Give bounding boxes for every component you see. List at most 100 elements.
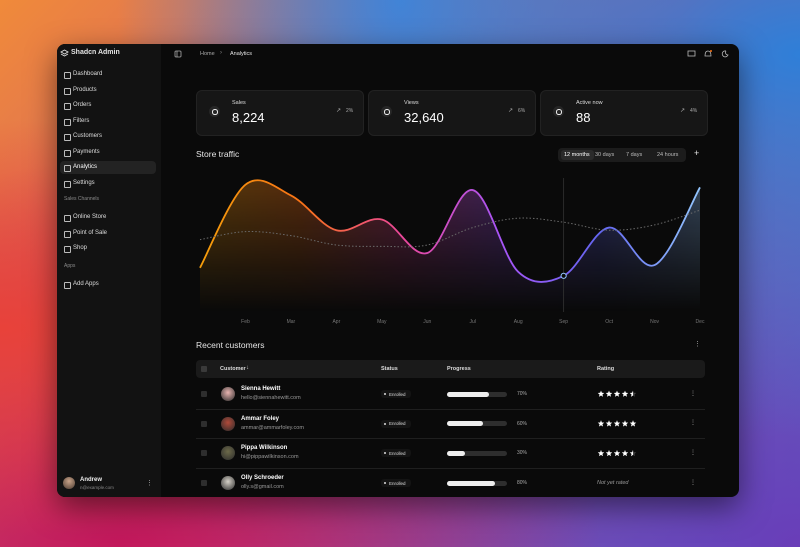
stat-icon-glyph	[556, 109, 562, 115]
table-title: Recent customers	[196, 340, 265, 350]
trend-icon: ↗	[680, 108, 686, 114]
status-dot	[384, 452, 386, 455]
stat-card	[196, 90, 364, 136]
progress-fill	[447, 421, 483, 427]
nav-item[interactable]: Point of Sale	[73, 229, 108, 236]
nav-item[interactable]: Payments	[73, 148, 100, 155]
customer-name: Pippa Wilkinson	[241, 445, 288, 452]
stat-value: 88	[576, 110, 591, 125]
progress-label: 70%	[517, 391, 528, 397]
column-header: Progress	[447, 366, 471, 372]
select-all-checkbox[interactable]	[201, 366, 207, 372]
status-badge	[381, 419, 411, 428]
star	[629, 390, 633, 397]
add-button[interactable]: +	[694, 148, 700, 158]
avatar	[221, 416, 235, 431]
progress-label: 80%	[517, 480, 528, 487]
table-menu[interactable]: ⋮	[694, 341, 701, 348]
status: Enrolled	[389, 450, 406, 456]
nav-icon	[64, 215, 71, 222]
brand[interactable]: Shadcn Admin	[71, 49, 120, 56]
x-tick-label: Oct	[605, 319, 613, 325]
range-tab-active	[561, 150, 594, 160]
line-area	[200, 180, 700, 312]
nav-item[interactable]: Dashboard	[73, 71, 103, 77]
brand-icon	[60, 49, 69, 57]
avatar	[221, 446, 235, 461]
stat-change: 6%	[518, 108, 526, 114]
star	[613, 450, 621, 457]
status-dot	[384, 393, 386, 395]
customer-email: ammar@ammarfoley.com	[241, 424, 304, 431]
breadcrumb-home[interactable]: Home	[200, 51, 215, 57]
trend-icon: ↗	[508, 108, 514, 114]
nav-item[interactable]: Shop	[73, 245, 88, 251]
rating-stars	[597, 450, 637, 457]
row-checkbox[interactable]	[201, 480, 207, 487]
row-menu[interactable]: ⋮	[690, 390, 696, 397]
breadcrumb-current: Analytics	[230, 51, 253, 57]
stat-change: 4%	[690, 108, 698, 114]
nav-item[interactable]: Customers	[73, 133, 103, 139]
progress-fill	[447, 391, 489, 397]
nav-item[interactable]: Products	[73, 86, 97, 93]
star	[597, 450, 605, 457]
nav-item[interactable]: Add Apps	[73, 280, 99, 287]
row-checkbox[interactable]	[201, 420, 207, 427]
star	[613, 420, 621, 427]
progress-label: 30%	[517, 450, 528, 457]
row-menu[interactable]: ⋮	[690, 479, 696, 486]
nav-icon	[64, 134, 71, 141]
stat-label: Views	[404, 100, 419, 106]
trend-icon: ↗	[336, 108, 342, 114]
rating-stars	[597, 390, 637, 397]
star	[613, 390, 621, 397]
progress-fill	[447, 450, 465, 456]
x-tick-label: Nov	[650, 319, 659, 325]
top-actions[interactable]	[687, 49, 731, 59]
sidebar	[57, 44, 161, 497]
nav-item[interactable]: Orders	[73, 102, 92, 108]
row-divider	[196, 468, 705, 469]
range-tab[interactable]: 24 hours	[657, 151, 679, 158]
range-tab[interactable]: 7 days	[626, 151, 643, 158]
status: Enrolled	[389, 421, 406, 427]
nav-item[interactable]: Analytics	[73, 164, 98, 170]
nav-item[interactable]: Online Store	[73, 214, 107, 220]
x-tick-label: May	[377, 319, 387, 325]
star	[597, 390, 605, 397]
star	[605, 390, 613, 397]
range-tab[interactable]: 12 months	[564, 151, 590, 158]
range-tab[interactable]: 30 days	[595, 151, 615, 158]
star	[621, 420, 629, 427]
user-menu[interactable]: ⋮	[146, 480, 153, 487]
stat-icon-glyph	[384, 109, 390, 115]
row-divider	[196, 408, 705, 410]
section-title: Sales Channels	[64, 196, 100, 202]
user-email: n@example.com	[80, 485, 114, 490]
progress-fill	[447, 480, 495, 486]
x-tick-label: Feb	[241, 319, 250, 325]
nav-item[interactable]: Settings	[73, 179, 95, 186]
stat-card	[368, 90, 536, 136]
customer-email: hello@siennahewitt.com	[241, 395, 301, 401]
progress-label: 60%	[517, 420, 528, 427]
customer-email: olly.s@gmail.com	[241, 484, 284, 491]
layout-toggle[interactable]	[174, 50, 182, 58]
status-badge	[381, 449, 411, 458]
row-checkbox[interactable]	[201, 450, 207, 457]
customer-name: Olly Schroeder	[241, 475, 284, 482]
nav-icon	[64, 72, 71, 79]
star	[605, 450, 613, 457]
stat-label: Sales	[232, 100, 246, 106]
nav-item[interactable]: Filters	[73, 117, 90, 124]
row-checkbox[interactable]	[201, 391, 207, 397]
row-menu[interactable]: ⋮	[690, 420, 696, 427]
x-tick-label: Sep	[559, 319, 568, 325]
avatar	[221, 387, 235, 401]
customer-name: Sienna Hewitt	[241, 386, 281, 392]
x-tick-label: Mar	[287, 319, 296, 325]
row-menu[interactable]: ⋮	[690, 449, 696, 456]
highlight-point	[560, 272, 567, 279]
